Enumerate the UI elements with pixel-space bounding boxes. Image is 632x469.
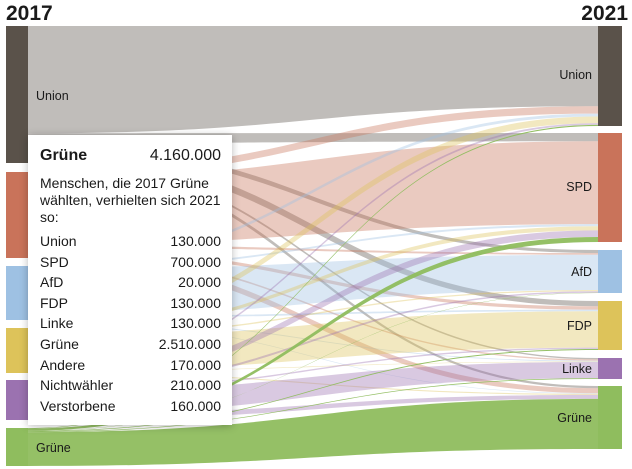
flow-afd-to-spd[interactable] [28, 224, 598, 271]
node-2021-gruene[interactable] [598, 386, 622, 449]
tooltip-row-label: Grüne [40, 335, 79, 352]
tooltip-row: Grüne 2.510.000 [40, 334, 221, 355]
tooltip-row-value: 20.000 [178, 274, 221, 291]
tooltip-row-value: 2.510.000 [158, 335, 221, 352]
flow-gruene-to-afd[interactable] [28, 292, 598, 432]
node-2017-linke[interactable] [6, 380, 28, 420]
tooltip-row-value: 170.000 [170, 356, 221, 373]
tooltip-row: AfD 20.000 [40, 272, 221, 293]
node-2021-afd[interactable] [598, 250, 622, 293]
label-2021-afd: AfD [571, 265, 592, 279]
node-2017-spd[interactable] [6, 172, 28, 258]
flow-linke-to-fdp[interactable] [28, 347, 598, 392]
flow-afd-to-linke[interactable] [28, 318, 598, 362]
year-label-2017: 2017 [6, 2, 53, 25]
tooltip-row: FDP 130.000 [40, 293, 221, 314]
label-2021-gruene: Grüne [557, 411, 592, 425]
year-label-2021: 2021 [581, 2, 628, 25]
flow-union-to-fdp[interactable] [28, 148, 598, 307]
tooltip-row-label: FDP [40, 294, 68, 311]
party-nodes [6, 26, 622, 466]
tooltip-row-label: Verstorbene [40, 397, 116, 414]
flow-spd-to-gruene[interactable] [28, 252, 598, 394]
label-2021-spd: SPD [566, 180, 592, 194]
flow-gruene-to-spd[interactable] [28, 237, 598, 431]
tooltip-row: Andere 170.000 [40, 355, 221, 376]
flow-gruene-to-linke[interactable] [28, 378, 598, 433]
node-2021-fdp[interactable] [598, 301, 622, 350]
flow-spd-to-union[interactable] [28, 106, 598, 179]
tooltip-row-value: 700.000 [170, 253, 221, 270]
tooltip-rows: Union 130.000 SPD 700.000 AfD 20.000 FDP 130.00… [40, 231, 221, 416]
tooltip-row-value: 210.000 [170, 377, 221, 394]
tooltip-description: Menschen, die 2017 Grüne wählten, verhie… [40, 175, 221, 225]
tooltip-row: Linke 130.000 [40, 313, 221, 334]
tooltip-row-label: AfD [40, 274, 64, 291]
tooltip-header: Grüne 4.160.000 [40, 147, 221, 165]
tooltip-row-label: SPD [40, 253, 69, 270]
flow-gruene-to-fdp[interactable] [28, 349, 598, 432]
flow-afd-to-union[interactable] [28, 113, 598, 269]
node-2017-fdp[interactable] [6, 328, 28, 373]
flow-fdp-to-gruene[interactable] [28, 371, 598, 395]
flow-union-to-union[interactable] [28, 26, 598, 134]
tooltip-row: Verstorbene 160.000 [40, 396, 221, 417]
flow-gruene-to-union[interactable] [28, 124, 598, 429]
flow-spd-to-fdp[interactable] [28, 247, 598, 310]
flow-afd-to-gruene[interactable] [28, 319, 598, 394]
label-2017-union: Union [36, 89, 69, 103]
flow-fdp-to-union[interactable] [28, 116, 598, 334]
flow-union-to-afd[interactable] [28, 143, 598, 254]
flow-union-to-linke[interactable] [28, 156, 598, 360]
flow-fdp-to-afd[interactable] [28, 289, 598, 338]
label-2021-linke: Linke [562, 362, 592, 376]
tooltip-row-value: 160.000 [170, 397, 221, 414]
node-2021-spd[interactable] [598, 133, 622, 242]
flow-linke-to-spd[interactable] [28, 230, 598, 388]
tooltip-row: Union 130.000 [40, 231, 221, 252]
node-2017-union[interactable] [6, 26, 28, 163]
tooltip-row-label: Andere [40, 356, 86, 373]
flow-linke-to-union[interactable] [28, 123, 598, 382]
node-2021-linke[interactable] [598, 358, 622, 379]
tooltip-total: 4.160.000 [149, 147, 221, 164]
tooltip-row-value: 130.000 [170, 315, 221, 332]
tooltip-row-label: Nichtwähler [40, 377, 114, 394]
tooltip-row-value: 130.000 [170, 294, 221, 311]
tooltip-row: SPD 700.000 [40, 252, 221, 273]
tooltip-row-label: Linke [40, 315, 74, 332]
flow-linke-to-afd[interactable] [28, 291, 598, 391]
node-2017-afd[interactable] [6, 266, 28, 320]
tooltip-row-label: Union [40, 233, 77, 249]
label-2017-gruene: Grüne [36, 441, 71, 455]
flow-gruene-to-gruene[interactable] [28, 398, 598, 466]
flow-spd-to-linke[interactable] [28, 250, 598, 361]
party-labels: Union Grüne Union SPD AfD FDP Linke Grüne [36, 68, 592, 455]
node-2017-gruene[interactable] [6, 428, 28, 466]
tooltip-party: Grüne [40, 147, 88, 164]
label-2021-fdp: FDP [567, 319, 592, 333]
tooltip-row: Nichtwähler 210.000 [40, 375, 221, 396]
flow-tooltip: Grüne 4.160.000 Menschen, die 2017 Grüne… [28, 135, 232, 426]
node-2021-union[interactable] [598, 26, 622, 126]
flow-union-to-gruene[interactable] [28, 159, 598, 389]
flow-fdp-to-spd[interactable] [28, 226, 598, 337]
label-2021-union: Union [559, 68, 592, 82]
flow-fdp-to-linke[interactable] [28, 361, 598, 372]
tooltip-row-value: 130.000 [170, 233, 221, 249]
